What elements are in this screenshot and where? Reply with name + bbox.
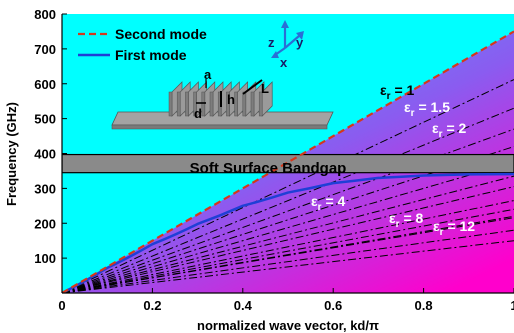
legend-label-second-mode: Second mode xyxy=(115,26,207,42)
series-second-mode xyxy=(62,30,514,293)
light-line xyxy=(62,208,514,293)
corrugation-fin-face xyxy=(226,91,230,117)
x-tick-label: 0.8 xyxy=(415,298,433,313)
y-tick-label: 800 xyxy=(34,7,56,22)
light-line xyxy=(62,229,514,293)
y-tick-label: 100 xyxy=(34,251,56,266)
permittivity-label: εr = 1 xyxy=(380,82,415,102)
corrugation-fin-face xyxy=(176,91,181,117)
x-tick-label: 0.6 xyxy=(324,298,342,313)
x-tick-label: 1 xyxy=(510,298,514,313)
corrugation-fin-face xyxy=(242,91,247,117)
dim-label-a: a xyxy=(204,67,212,82)
light-line xyxy=(62,79,514,293)
series-first-mode xyxy=(62,172,514,293)
y-tick-label: 300 xyxy=(34,181,56,196)
axis-label-x: x xyxy=(280,55,288,70)
x-axis-ticks: 0 0.2 0.4 0.6 0.8 1 xyxy=(58,288,514,313)
legend-label-first-mode: First mode xyxy=(115,47,187,63)
light-line xyxy=(62,240,514,293)
axis-label-y: y xyxy=(296,35,304,50)
inset-structure: a h L d xyxy=(111,67,334,130)
corrugation-fin-face xyxy=(234,91,238,117)
corrugation-fin-face xyxy=(193,91,197,117)
axis-label-z: z xyxy=(268,35,275,50)
axis-arrowhead-x xyxy=(271,51,279,58)
corrugation-fin-face xyxy=(185,91,189,117)
light-line xyxy=(62,217,514,293)
corrugation-fin-face xyxy=(258,91,263,117)
bandgap-band xyxy=(62,153,514,174)
dim-label-L: L xyxy=(261,81,269,96)
light-line xyxy=(62,161,514,293)
y-axis-label: Frequency (GHz) xyxy=(4,102,19,206)
y-tick-label: 400 xyxy=(34,147,56,162)
permittivity-label: εr = 8 xyxy=(389,210,424,230)
x-tick-label: 0.2 xyxy=(143,298,161,313)
bandgap-label: Soft Surface Bandgap xyxy=(190,160,347,177)
y-tick-label: 200 xyxy=(34,216,56,231)
dim-line-L xyxy=(242,79,263,95)
light-line xyxy=(62,107,514,293)
permittivity-label: εr = 4 xyxy=(311,193,346,213)
corrugation-fin-face xyxy=(250,91,255,117)
permittivity-label: εr = 2 xyxy=(432,120,467,140)
legend: Second mode First mode xyxy=(78,26,207,63)
dim-label-d: d xyxy=(194,106,202,121)
x-tick-label: 0 xyxy=(58,298,65,313)
corrugation-fins xyxy=(168,81,273,117)
light-lines xyxy=(62,79,514,293)
corrugation-fin-face xyxy=(209,91,214,117)
y-tick-label: 700 xyxy=(34,42,56,57)
permittivity-label: εr = 12 xyxy=(433,218,475,238)
corrugation-fin-face xyxy=(201,91,206,117)
substrate-front xyxy=(111,124,328,130)
permittivity-label: εr = 1.5 xyxy=(404,99,450,119)
light-line xyxy=(62,175,514,293)
y-tick-label: 600 xyxy=(34,77,56,92)
axis-arrowhead-z xyxy=(281,20,289,28)
y-axis-ticks: 100 200 300 400 500 600 700 800 xyxy=(34,7,67,266)
x-tick-label: 0.4 xyxy=(234,298,253,313)
y-tick-label: 500 xyxy=(34,112,56,127)
axis-arrowhead-y xyxy=(296,31,304,40)
permittivity-labels: εr = 1εr = 1.5εr = 2 εr = 4 εr = 8 εr = 12 xyxy=(311,82,475,238)
coordinate-axes-icon: z y x xyxy=(268,20,304,70)
light-line xyxy=(62,186,514,293)
x-axis-label: normalized wave vector, kd/π xyxy=(197,318,379,333)
axis-arrow-y xyxy=(284,35,300,49)
corrugation-fin-face xyxy=(168,91,173,117)
light-line xyxy=(62,200,514,293)
dim-label-h: h xyxy=(227,92,235,107)
